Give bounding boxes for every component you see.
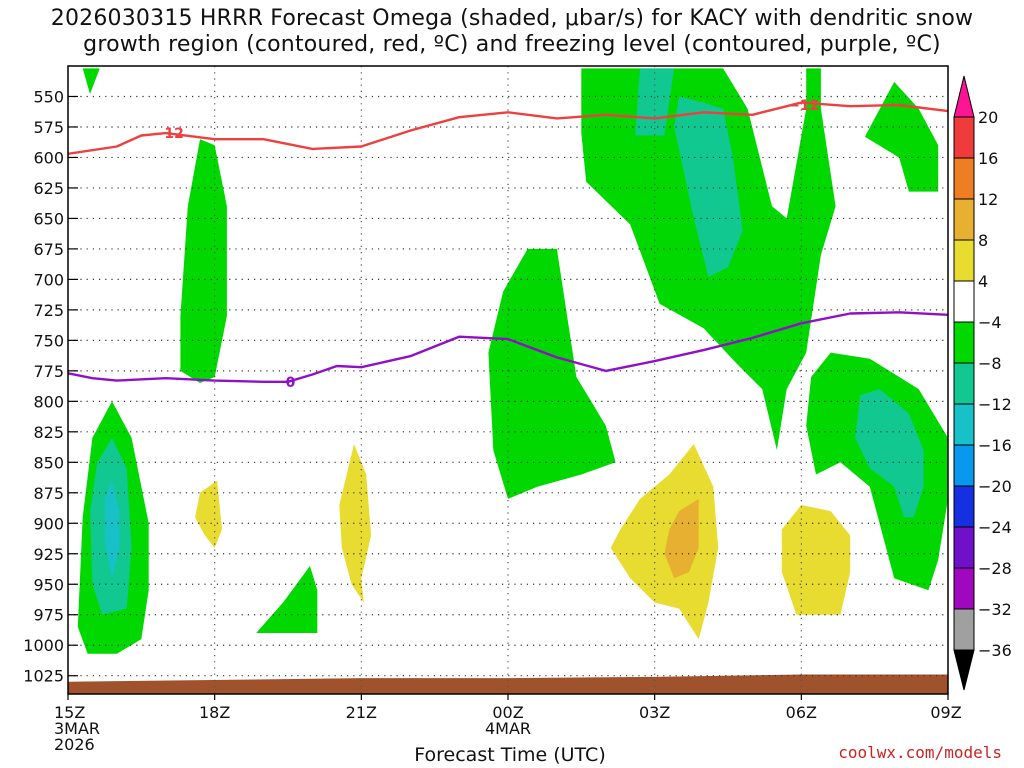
x-axis-label: Forecast Time (UTC) <box>414 744 606 766</box>
ground-terrain <box>68 674 948 694</box>
colorbar-swatch <box>953 444 975 487</box>
colorbar-swatch <box>953 239 975 282</box>
omega-region-10 <box>864 81 939 192</box>
y-tick-label: 700 <box>33 270 64 289</box>
colorbar-swatch <box>953 403 975 446</box>
y-tick-label: 900 <box>33 514 64 533</box>
colorbar-label: −36 <box>978 641 1012 660</box>
colorbar-label: 12 <box>978 190 998 209</box>
chart-title-line1: 2026030315 HRRR Forecast Omega (shaded, … <box>50 6 974 31</box>
y-tick-label: 750 <box>33 331 64 350</box>
x-tick-label: 15Z <box>54 703 85 722</box>
x-tick-label: 06Z <box>786 703 817 722</box>
colorbar-label: −24 <box>978 518 1012 537</box>
contour-minus12-line <box>68 101 948 155</box>
colorbar-swatch <box>953 485 975 528</box>
y-tick-label: 925 <box>33 545 64 564</box>
omega-shading-layer <box>77 68 948 654</box>
x-tick-label: 4MAR <box>485 719 531 738</box>
omega-region-13 <box>195 480 222 548</box>
y-tick-label: 650 <box>33 209 64 228</box>
omega-region-14 <box>339 444 372 603</box>
y-tick-label: 775 <box>33 362 64 381</box>
y-tick-label: 550 <box>33 87 64 106</box>
y-tick-label: 950 <box>33 575 64 594</box>
colorbar-label: 20 <box>978 108 998 127</box>
omega-region-4 <box>104 480 120 579</box>
colorbar-label: 16 <box>978 149 998 168</box>
y-tick-label: 1025 <box>23 667 64 686</box>
contour-layer: −12 −12 0 <box>68 98 948 391</box>
contour-label-zero: 0 <box>286 375 296 391</box>
y-tick-label: 850 <box>33 453 64 472</box>
colorbar-label: −4 <box>978 313 1002 332</box>
colorbar: 20 16 12 8 4 −4 −8 −12 −16 −20 −24 −28 −32 −36 <box>953 75 1012 691</box>
omega-region-15 <box>610 444 719 640</box>
watermark-text: coolwx.com/models <box>838 743 1002 762</box>
omega-region-6 <box>488 248 616 499</box>
colorbar-label: −20 <box>978 477 1012 496</box>
x-tick-label: 3MAR <box>54 719 100 738</box>
colorbar-top-arrow <box>953 75 975 118</box>
colorbar-swatch <box>953 608 975 651</box>
y-tick-label: 725 <box>33 301 64 320</box>
omega-region-1 <box>180 139 227 383</box>
y-axis: 550 575 600 625 650 675 700 725 750 775 800 825 850 8… <box>23 87 78 686</box>
omega-region-5 <box>256 566 318 633</box>
omega-region-17 <box>781 505 851 615</box>
ground-layer <box>68 674 948 694</box>
y-tick-label: 875 <box>33 484 64 503</box>
colorbar-swatch <box>953 198 975 241</box>
y-tick-label: 675 <box>33 240 64 259</box>
y-tick-label: 975 <box>33 606 64 625</box>
colorbar-swatch <box>953 116 975 159</box>
chart-title-line2: growth region (contoured, red, ºC) and f… <box>83 32 941 57</box>
colorbar-swatch <box>953 157 975 200</box>
colorbar-label: −16 <box>978 436 1012 455</box>
colorbar-label: −8 <box>978 354 1002 373</box>
colorbar-swatch <box>953 280 975 323</box>
x-tick-label: 21Z <box>346 703 377 722</box>
x-tick-label: 2026 <box>54 735 95 754</box>
contour-label-minus12-a: −12 <box>153 126 184 142</box>
colorbar-swatch <box>953 321 975 364</box>
freezing-level-line <box>68 311 948 383</box>
colorbar-swatch <box>953 362 975 405</box>
y-tick-label: 825 <box>33 423 64 442</box>
colorbar-label: −12 <box>978 395 1012 414</box>
omega-region-9 <box>674 96 743 277</box>
colorbar-bottom-arrow <box>953 649 975 691</box>
contour-label-minus12-b: −12 <box>788 98 819 114</box>
colorbar-swatch <box>953 526 975 569</box>
colorbar-label: 8 <box>978 231 988 250</box>
y-tick-label: 800 <box>33 392 64 411</box>
colorbar-label: −28 <box>978 559 1012 578</box>
y-tick-label: 575 <box>33 118 64 137</box>
chart-title: 2026030315 HRRR Forecast Omega (shaded, … <box>0 6 1024 58</box>
colorbar-swatch <box>953 567 975 610</box>
x-tick-label: 18Z <box>199 703 230 722</box>
x-tick-label: 09Z <box>930 703 961 722</box>
y-tick-label: 1000 <box>23 636 64 655</box>
colorbar-label: −32 <box>978 600 1012 619</box>
colorbar-label: 4 <box>978 272 988 291</box>
omega-region-16 <box>664 498 699 579</box>
y-tick-label: 625 <box>33 179 64 198</box>
x-tick-label: 00Z <box>492 703 523 722</box>
x-tick-label: 03Z <box>639 703 670 722</box>
y-tick-label: 600 <box>33 148 64 167</box>
omega-region-0 <box>82 68 100 94</box>
omega-region-12 <box>855 389 924 518</box>
